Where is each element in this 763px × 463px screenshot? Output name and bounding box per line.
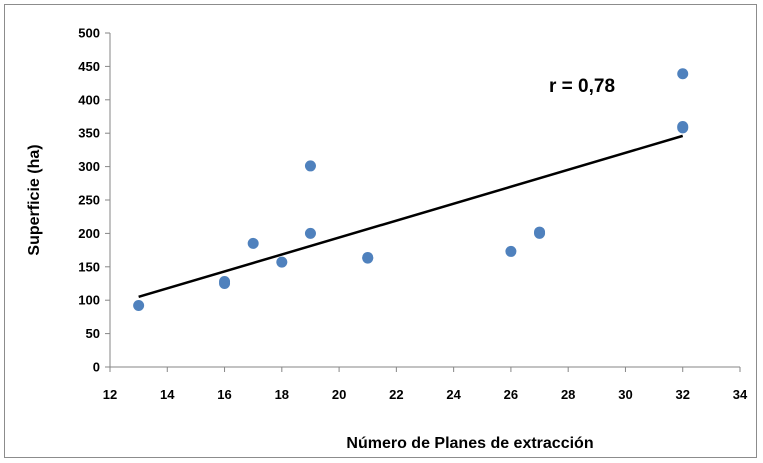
data-point bbox=[677, 68, 689, 80]
chart-frame bbox=[4, 4, 757, 458]
y-tick-label: 100 bbox=[78, 293, 100, 308]
y-tick-label: 250 bbox=[78, 193, 100, 208]
y-tick-label: 450 bbox=[78, 59, 100, 74]
trendline bbox=[138, 134, 684, 299]
x-tick-label: 18 bbox=[275, 387, 289, 402]
x-tick-label: 14 bbox=[160, 387, 175, 402]
correlation-annotation: r = 0,78 bbox=[549, 76, 615, 97]
x-tick-label: 30 bbox=[618, 387, 632, 402]
x-tick-label: 34 bbox=[733, 387, 748, 402]
data-point bbox=[219, 275, 231, 287]
data-point bbox=[534, 226, 546, 238]
data-point bbox=[362, 251, 374, 263]
data-point bbox=[304, 160, 316, 172]
y-axis-ticks: 0 50 100 150 200 250 300 350 400 450 500 bbox=[78, 26, 110, 375]
x-tick-label: 26 bbox=[504, 387, 518, 402]
x-tick-label: 20 bbox=[332, 387, 346, 402]
y-tick-label: 50 bbox=[86, 326, 100, 341]
y-tick-label: 150 bbox=[78, 259, 100, 274]
y-tick-label: 350 bbox=[78, 126, 100, 141]
y-axis-title: Superficie (ha) bbox=[26, 144, 43, 255]
y-tick-label: 500 bbox=[78, 26, 100, 41]
y-tick-label: 400 bbox=[78, 92, 100, 107]
x-tick-label: 22 bbox=[389, 387, 403, 402]
data-point bbox=[677, 121, 689, 133]
x-tick-label: 12 bbox=[103, 387, 117, 402]
data-point bbox=[276, 256, 288, 268]
y-tick-label: 300 bbox=[78, 159, 100, 174]
x-tick-label: 32 bbox=[675, 387, 689, 402]
data-point bbox=[133, 300, 145, 312]
x-tick-label: 28 bbox=[561, 387, 575, 402]
x-axis-title: Número de Planes de extracción bbox=[346, 435, 593, 452]
y-tick-label: 0 bbox=[93, 360, 100, 375]
data-point bbox=[247, 237, 259, 249]
data-point bbox=[304, 227, 316, 239]
data-points bbox=[133, 68, 689, 312]
data-point bbox=[505, 245, 517, 257]
x-axis-ticks: 12 14 16 18 20 22 24 26 28 30 32 34 bbox=[103, 367, 748, 402]
x-tick-label: 16 bbox=[217, 387, 231, 402]
x-tick-label: 24 bbox=[446, 387, 461, 402]
y-tick-label: 200 bbox=[78, 226, 100, 241]
